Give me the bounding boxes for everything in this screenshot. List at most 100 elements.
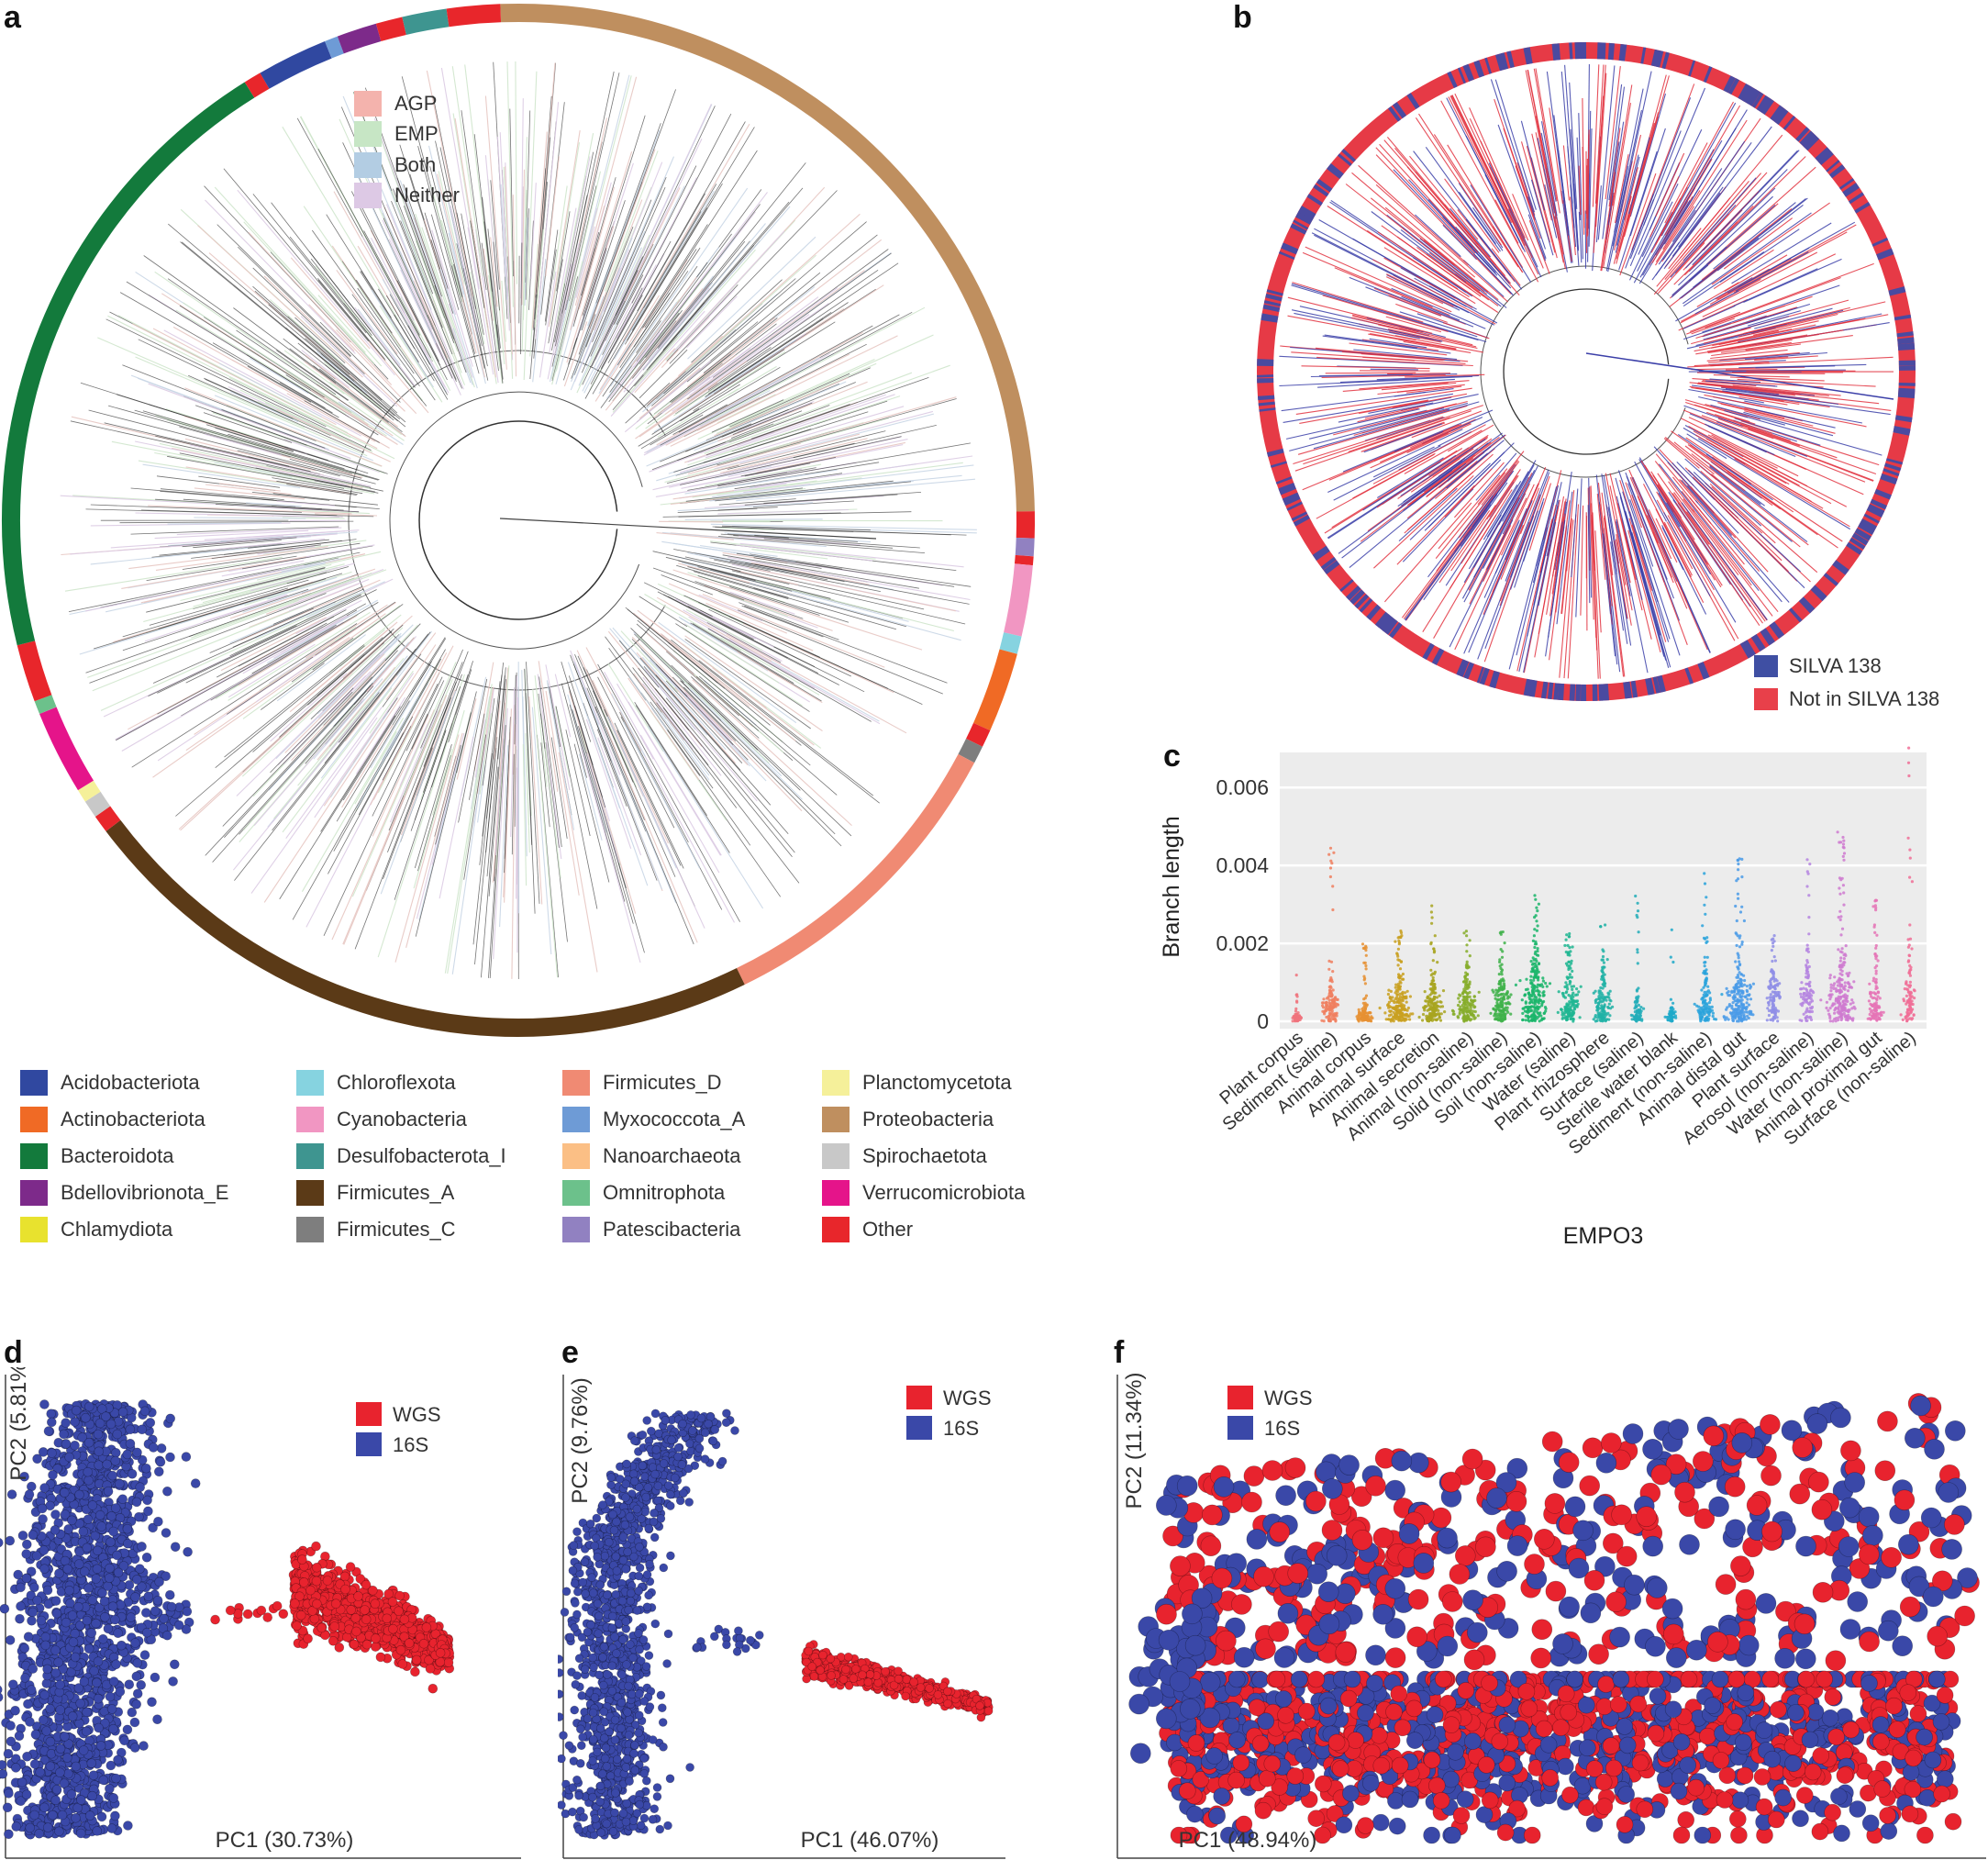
beeswarm-point [1735, 985, 1738, 987]
pca-point [0, 1760, 6, 1769]
beeswarm-point [1429, 942, 1432, 945]
beeswarm-point [1542, 995, 1545, 997]
beeswarm-point [1566, 977, 1569, 980]
beeswarm-point [1397, 963, 1400, 966]
beeswarm-point [1849, 1003, 1852, 1006]
beeswarm-point [1329, 985, 1332, 987]
pca-point [104, 1582, 113, 1591]
panel-label-b: b [1233, 0, 1252, 36]
beeswarm-point [1399, 1005, 1402, 1008]
pca-point [87, 1629, 96, 1638]
beeswarm-point [1606, 1006, 1609, 1008]
pca-point [143, 1496, 152, 1505]
beeswarm-point [1421, 1019, 1424, 1021]
pca-point [154, 1467, 163, 1476]
beeswarm-point [1671, 929, 1673, 931]
beeswarm-point [1704, 913, 1706, 916]
beeswarm-point [1839, 915, 1842, 918]
pca-point [132, 1498, 141, 1507]
beeswarm-point [1910, 1010, 1913, 1013]
beeswarm-point [1460, 1008, 1463, 1011]
beeswarm-point [1331, 1018, 1334, 1020]
beeswarm-point [1465, 963, 1468, 965]
beeswarm-point [1602, 978, 1605, 981]
pca-point [39, 1565, 49, 1574]
beeswarm-point [1871, 991, 1873, 994]
beeswarm-point [1843, 957, 1846, 960]
beeswarm-point [1364, 1008, 1367, 1010]
legend-label: Cyanobacteria [337, 1108, 467, 1131]
pca-point [116, 1687, 125, 1697]
beeswarm-point [1634, 895, 1637, 897]
beeswarm-point [1325, 1001, 1327, 1004]
beeswarm-point [1639, 1014, 1642, 1017]
pca-point [39, 1715, 48, 1724]
beeswarm-point [1841, 1008, 1844, 1010]
beeswarm-point [1606, 992, 1609, 995]
beeswarm-point [1388, 1009, 1391, 1012]
beeswarm-point [1389, 1019, 1392, 1021]
beeswarm-point [1441, 1005, 1444, 1008]
legend-swatch [562, 1180, 590, 1206]
pca-point [114, 1629, 123, 1638]
beeswarm-point [1746, 1001, 1749, 1004]
beeswarm-point [1521, 998, 1524, 1001]
beeswarm-point [1805, 858, 1808, 861]
legend-label: AGP [394, 92, 437, 116]
ring-segment [86, 785, 94, 796]
pca-point [56, 1680, 65, 1689]
beeswarm-point [1911, 1017, 1914, 1019]
pca-point [63, 1769, 72, 1778]
beeswarm-point [1534, 1016, 1537, 1019]
beeswarm-point [1429, 1004, 1432, 1007]
pca-point [153, 1596, 162, 1605]
beeswarm-point [1533, 894, 1536, 897]
pca-point [211, 1615, 220, 1624]
beeswarm-point [1533, 928, 1536, 930]
beeswarm-point [1469, 1003, 1472, 1006]
beeswarm-point [1527, 1008, 1529, 1011]
beeswarm-point [1357, 1019, 1360, 1021]
beeswarm-point [1842, 904, 1845, 907]
beeswarm-point [1494, 1008, 1497, 1011]
beeswarm-point [1569, 973, 1572, 975]
beeswarm-point [1737, 980, 1739, 983]
pca-point [123, 1725, 132, 1734]
beeswarm-point [1502, 1019, 1505, 1021]
beeswarm-point [1727, 1018, 1730, 1020]
beeswarm-point [1741, 995, 1744, 997]
beeswarm-point [1394, 991, 1397, 994]
beeswarm-point [1799, 993, 1802, 996]
beeswarm-point [1908, 964, 1911, 967]
beeswarm-point [1878, 1012, 1881, 1015]
beeswarm-point [1776, 1016, 1779, 1019]
beeswarm-point [1594, 1016, 1596, 1019]
legend-swatch [296, 1143, 324, 1169]
pca-point [23, 1752, 32, 1761]
beeswarm-point [1564, 1010, 1567, 1013]
beeswarm-point [1328, 998, 1331, 1001]
pca-point [4, 1788, 13, 1798]
beeswarm-point [1565, 991, 1568, 994]
beeswarm-point [1841, 947, 1844, 950]
pca-point [109, 1677, 118, 1687]
beeswarm-point [1434, 1002, 1437, 1005]
beeswarm-point [1569, 983, 1572, 986]
beeswarm-point [1708, 1008, 1711, 1010]
beeswarm-point [1799, 1003, 1802, 1006]
pca-point [113, 1551, 122, 1560]
beeswarm-point [1851, 1001, 1854, 1004]
beeswarm-point [1749, 997, 1752, 1000]
beeswarm-point [1337, 1004, 1339, 1007]
pca-point [162, 1487, 172, 1496]
beeswarm-point [1362, 997, 1365, 1000]
beeswarm-point [1563, 1006, 1566, 1008]
beeswarm-point [1536, 1010, 1538, 1013]
legend-swatch [562, 1070, 590, 1096]
beeswarm-point [1844, 981, 1847, 984]
pca-point [28, 1665, 38, 1674]
pca-point [92, 1678, 101, 1687]
pca-point [94, 1657, 103, 1666]
pca-point [150, 1607, 160, 1616]
beeswarm-point [1607, 996, 1610, 998]
